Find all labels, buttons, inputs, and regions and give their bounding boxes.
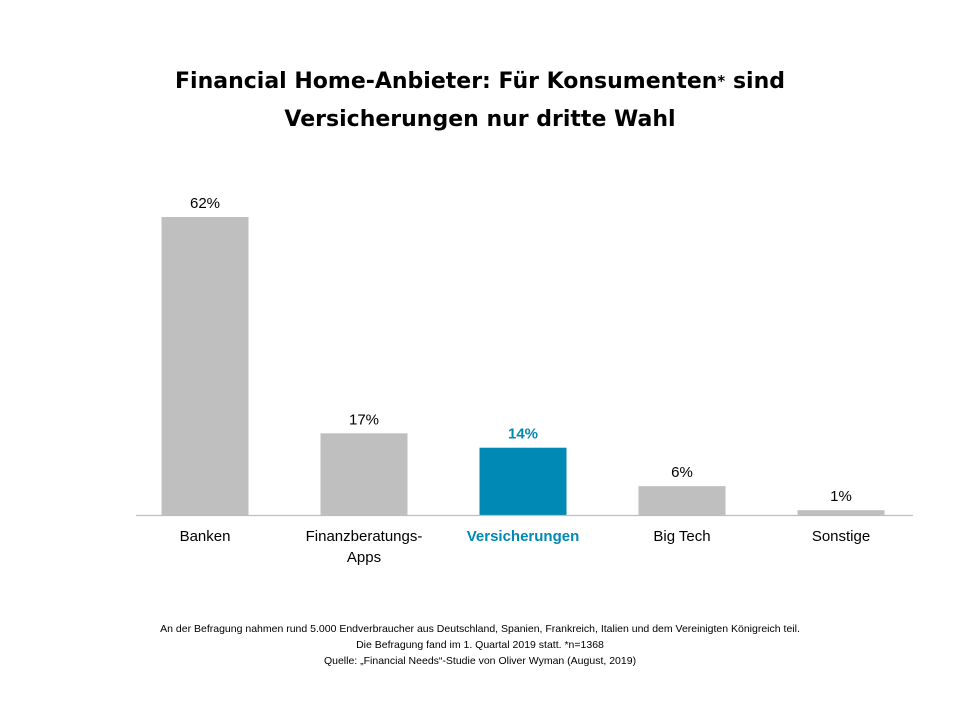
chart-title: Financial Home-Anbieter: Für Konsumenten… — [80, 62, 880, 139]
value-label: 62% — [190, 195, 220, 212]
bar-finanzberatungs-apps — [320, 433, 408, 515]
category-label: Apps — [347, 549, 381, 566]
footnote-line-2: Die Befragung fand im 1. Quartal 2019 st… — [356, 639, 604, 651]
value-label: 14% — [508, 426, 538, 443]
title-line-1: Financial Home-Anbieter: Für Konsumenten… — [80, 62, 880, 101]
title-text: Financial Home-Anbieter: Für Konsumenten — [175, 69, 718, 94]
category-label: Finanzberatungs- — [306, 528, 423, 545]
bar-big-tech — [638, 486, 726, 515]
title-asterisk: * — [717, 72, 726, 90]
footnote: An der Befragung nahmen rund 5.000 Endve… — [80, 621, 880, 669]
footnote-line-1: An der Befragung nahmen rund 5.000 Endve… — [160, 623, 800, 635]
category-label: Versicherungen — [467, 528, 580, 545]
category-label: Big Tech — [653, 528, 710, 545]
bar-banken — [161, 217, 249, 515]
bar-versicherungen — [479, 447, 567, 515]
value-label: 6% — [671, 464, 693, 481]
bar-sonstige — [797, 510, 885, 515]
footnote-line-3: Quelle: „Financial Needs“-Studie von Oli… — [323, 655, 637, 667]
category-label: Sonstige — [812, 528, 870, 545]
title-line-2: Versicherungen nur dritte Wahl — [284, 107, 676, 132]
category-label: Banken — [180, 528, 231, 545]
title-text-end: sind — [725, 69, 785, 94]
value-label: 17% — [349, 411, 379, 428]
value-label: 1% — [830, 488, 852, 505]
